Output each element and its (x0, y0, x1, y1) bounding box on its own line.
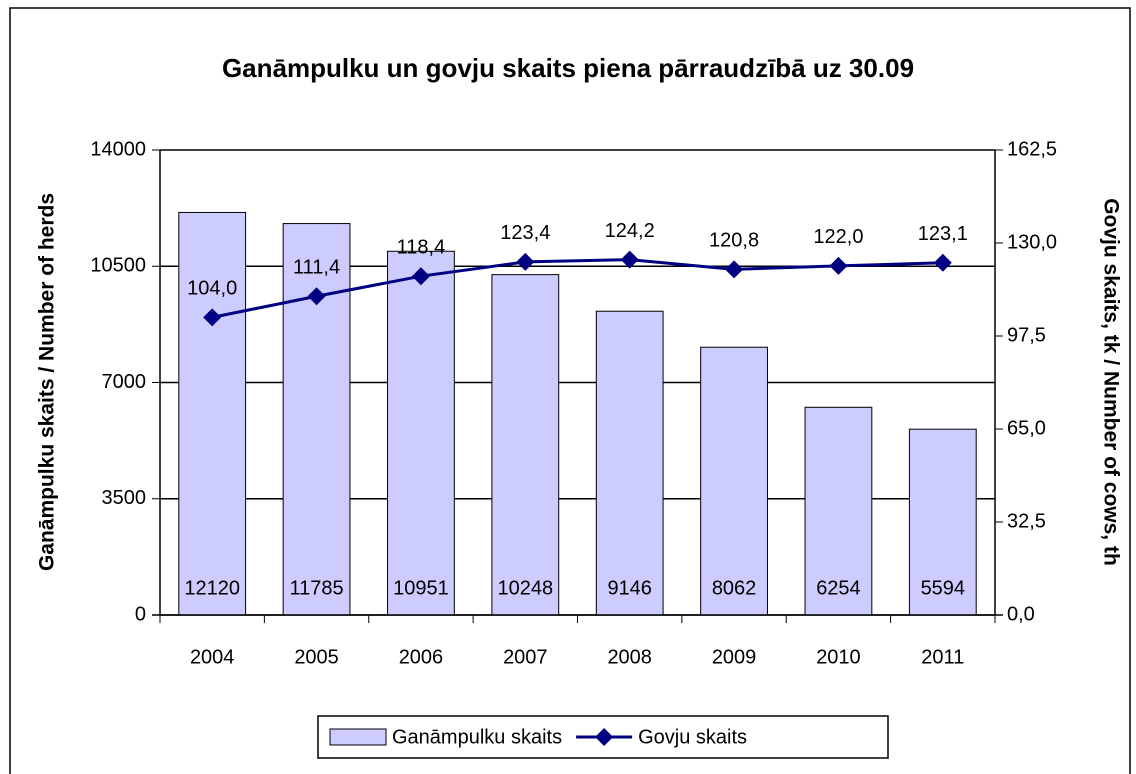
y2-tick-label: 130,0 (1007, 231, 1057, 253)
bar (595, 310, 664, 616)
line-value-label: 122,0 (813, 226, 863, 248)
bar (491, 274, 560, 616)
x-tick-label: 2010 (816, 646, 861, 668)
line-marker (725, 260, 744, 279)
x-tick-label: 2009 (712, 646, 757, 668)
bar (700, 346, 768, 616)
bar-value-label: 5594 (921, 577, 966, 599)
bar-value-label: 8062 (712, 577, 757, 599)
bar (908, 428, 977, 616)
legend-label: Ganāmpulku skaits (392, 726, 562, 748)
line-series (211, 258, 943, 319)
x-tick-label: 2005 (294, 646, 339, 668)
bar-value-label: 12120 (184, 577, 240, 599)
y-axis-title: Ganāmpulku skaits / Number of herds (36, 193, 59, 571)
y-tick-label: 10500 (90, 255, 146, 277)
x-tick-label: 2007 (503, 646, 548, 668)
x-tick-label: 2006 (399, 646, 444, 668)
y2-axis-title: Govju skaits, tk / Number of cows, th (1099, 198, 1122, 566)
line-marker (203, 308, 222, 327)
legend-swatch (329, 728, 387, 746)
chart-title: Ganāmpulku un govju skaits piena pārraud… (222, 53, 914, 83)
bar-value-label: 9146 (607, 577, 652, 599)
bar (387, 250, 455, 616)
line-value-label: 118,4 (397, 236, 446, 258)
y2-tick-label: 0,0 (1007, 603, 1035, 625)
legend-marker (595, 728, 614, 746)
line-marker (933, 253, 952, 272)
line-marker (307, 287, 326, 306)
bar (178, 211, 247, 616)
y2-tick-label: 97,5 (1007, 324, 1046, 346)
y-tick-label: 7000 (102, 371, 147, 393)
bar-value-label: 11785 (289, 577, 343, 599)
bar (282, 223, 351, 616)
bar-value-label: 10951 (393, 577, 449, 599)
bar-value-label: 6254 (816, 577, 861, 599)
line-marker (829, 256, 848, 275)
line-value-label: 104,0 (187, 278, 237, 300)
y2-tick-label: 162,5 (1007, 138, 1057, 160)
line-value-label: 124,2 (605, 220, 655, 242)
y-tick-label: 14000 (90, 138, 146, 160)
bar-value-label: 10248 (498, 577, 554, 599)
line-value-label: 120,8 (709, 230, 759, 252)
x-tick-label: 2011 (921, 646, 964, 668)
line-value-label: 123,4 (500, 222, 550, 244)
x-tick-label: 2008 (607, 646, 652, 668)
y2-tick-label: 65,0 (1007, 417, 1046, 439)
line-marker (411, 267, 430, 286)
line-value-label: 123,1 (918, 223, 968, 245)
line-marker (620, 250, 639, 269)
x-tick-label: 2004 (190, 646, 235, 668)
y-tick-label: 3500 (102, 487, 147, 509)
line-value-label: 111,4 (293, 257, 340, 279)
line-marker (516, 252, 535, 271)
y-tick-label: 0 (135, 603, 146, 625)
y2-tick-label: 32,5 (1007, 510, 1046, 532)
legend-label: Govju skaits (638, 726, 747, 748)
